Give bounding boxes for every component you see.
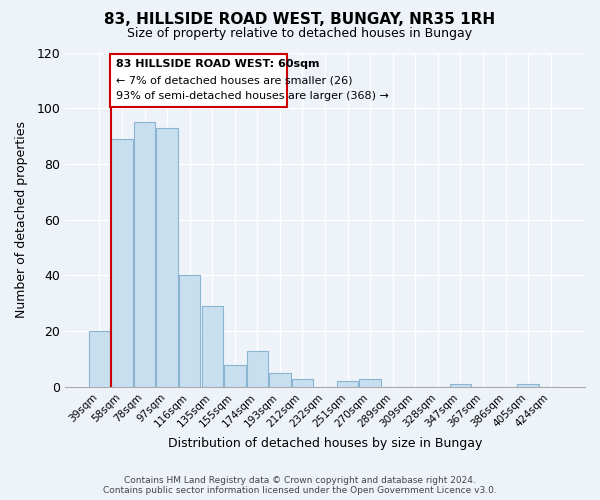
Y-axis label: Number of detached properties: Number of detached properties (15, 121, 28, 318)
FancyBboxPatch shape (110, 54, 287, 107)
Bar (202, 306, 223, 387)
Text: 83, HILLSIDE ROAD WEST, BUNGAY, NR35 1RH: 83, HILLSIDE ROAD WEST, BUNGAY, NR35 1RH (104, 12, 496, 28)
Text: ← 7% of detached houses are smaller (26): ← 7% of detached houses are smaller (26) (116, 76, 352, 86)
Bar (157, 128, 178, 387)
Bar (449, 384, 471, 387)
Bar (111, 139, 133, 387)
Bar (269, 373, 290, 387)
X-axis label: Distribution of detached houses by size in Bungay: Distribution of detached houses by size … (168, 437, 482, 450)
Bar (224, 364, 245, 387)
Bar (517, 384, 539, 387)
Bar (134, 122, 155, 387)
Text: Contains HM Land Registry data © Crown copyright and database right 2024.: Contains HM Land Registry data © Crown c… (124, 476, 476, 485)
Bar (89, 331, 110, 387)
Bar (179, 276, 200, 387)
Bar (359, 378, 381, 387)
Bar (337, 382, 358, 387)
Text: 83 HILLSIDE ROAD WEST: 60sqm: 83 HILLSIDE ROAD WEST: 60sqm (116, 60, 319, 70)
Text: 93% of semi-detached houses are larger (368) →: 93% of semi-detached houses are larger (… (116, 92, 389, 102)
Text: Size of property relative to detached houses in Bungay: Size of property relative to detached ho… (127, 28, 473, 40)
Bar (247, 350, 268, 387)
Text: Contains public sector information licensed under the Open Government Licence v3: Contains public sector information licen… (103, 486, 497, 495)
Bar (292, 378, 313, 387)
